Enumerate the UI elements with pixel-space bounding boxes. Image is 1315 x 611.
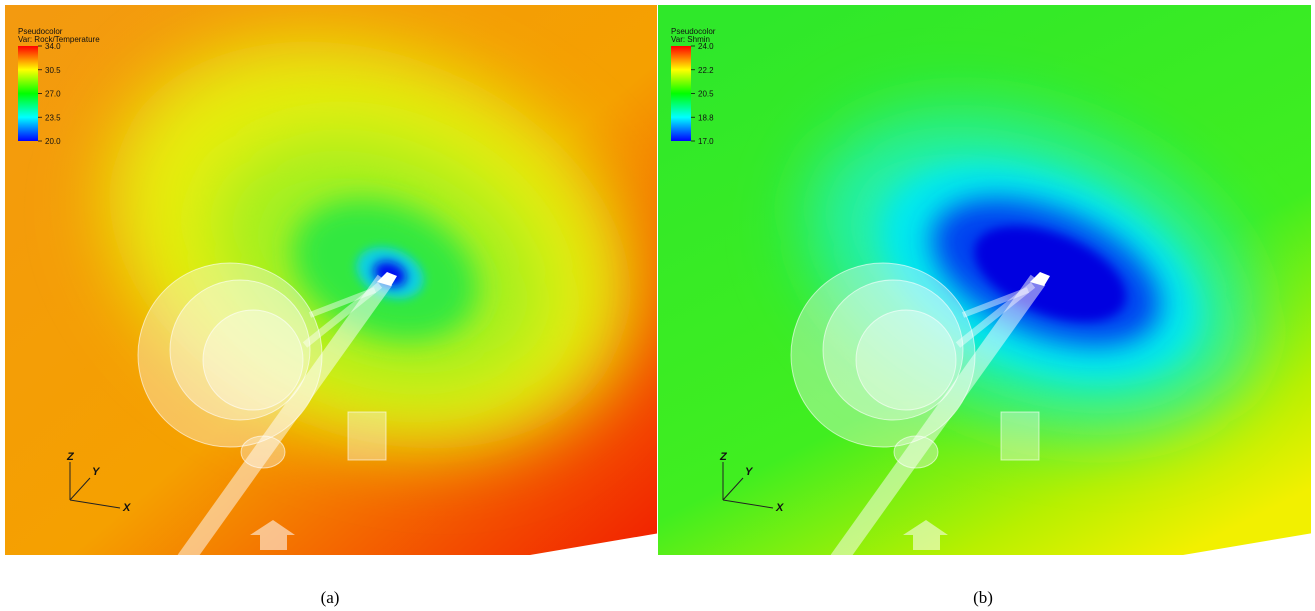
axis-label: X [122, 502, 131, 514]
figure: PseudocolorVar: Rock/Temperature34.030.5… [0, 0, 1315, 611]
axis-label: Z [719, 451, 728, 463]
color-bar-label: 30.5 [45, 66, 61, 75]
color-bar-label: 27.0 [45, 90, 61, 99]
color-bar-label: 20.5 [698, 90, 714, 99]
structure-collar [241, 436, 285, 468]
color-bar-label: 17.0 [698, 137, 714, 146]
color-bar-label: 22.2 [698, 66, 714, 75]
axis-label: X [775, 502, 784, 514]
color-bar-label: 34.0 [45, 42, 61, 51]
color-bar-label: 24.0 [698, 42, 714, 51]
render-panel [658, 5, 1313, 560]
structure-box [348, 412, 386, 460]
structure-inner [856, 310, 956, 410]
structure-box [1001, 412, 1039, 460]
color-bar-label: 20.0 [45, 137, 61, 146]
structure-collar [894, 436, 938, 468]
color-bar [18, 46, 38, 141]
color-bar [671, 46, 691, 141]
render-panel [5, 0, 692, 560]
caption: (b) [973, 588, 993, 607]
color-bar-label: 18.8 [698, 113, 714, 122]
axis-label: Z [66, 451, 75, 463]
structure-inner [203, 310, 303, 410]
color-bar-label: 23.5 [45, 113, 61, 122]
caption: (a) [321, 588, 340, 607]
